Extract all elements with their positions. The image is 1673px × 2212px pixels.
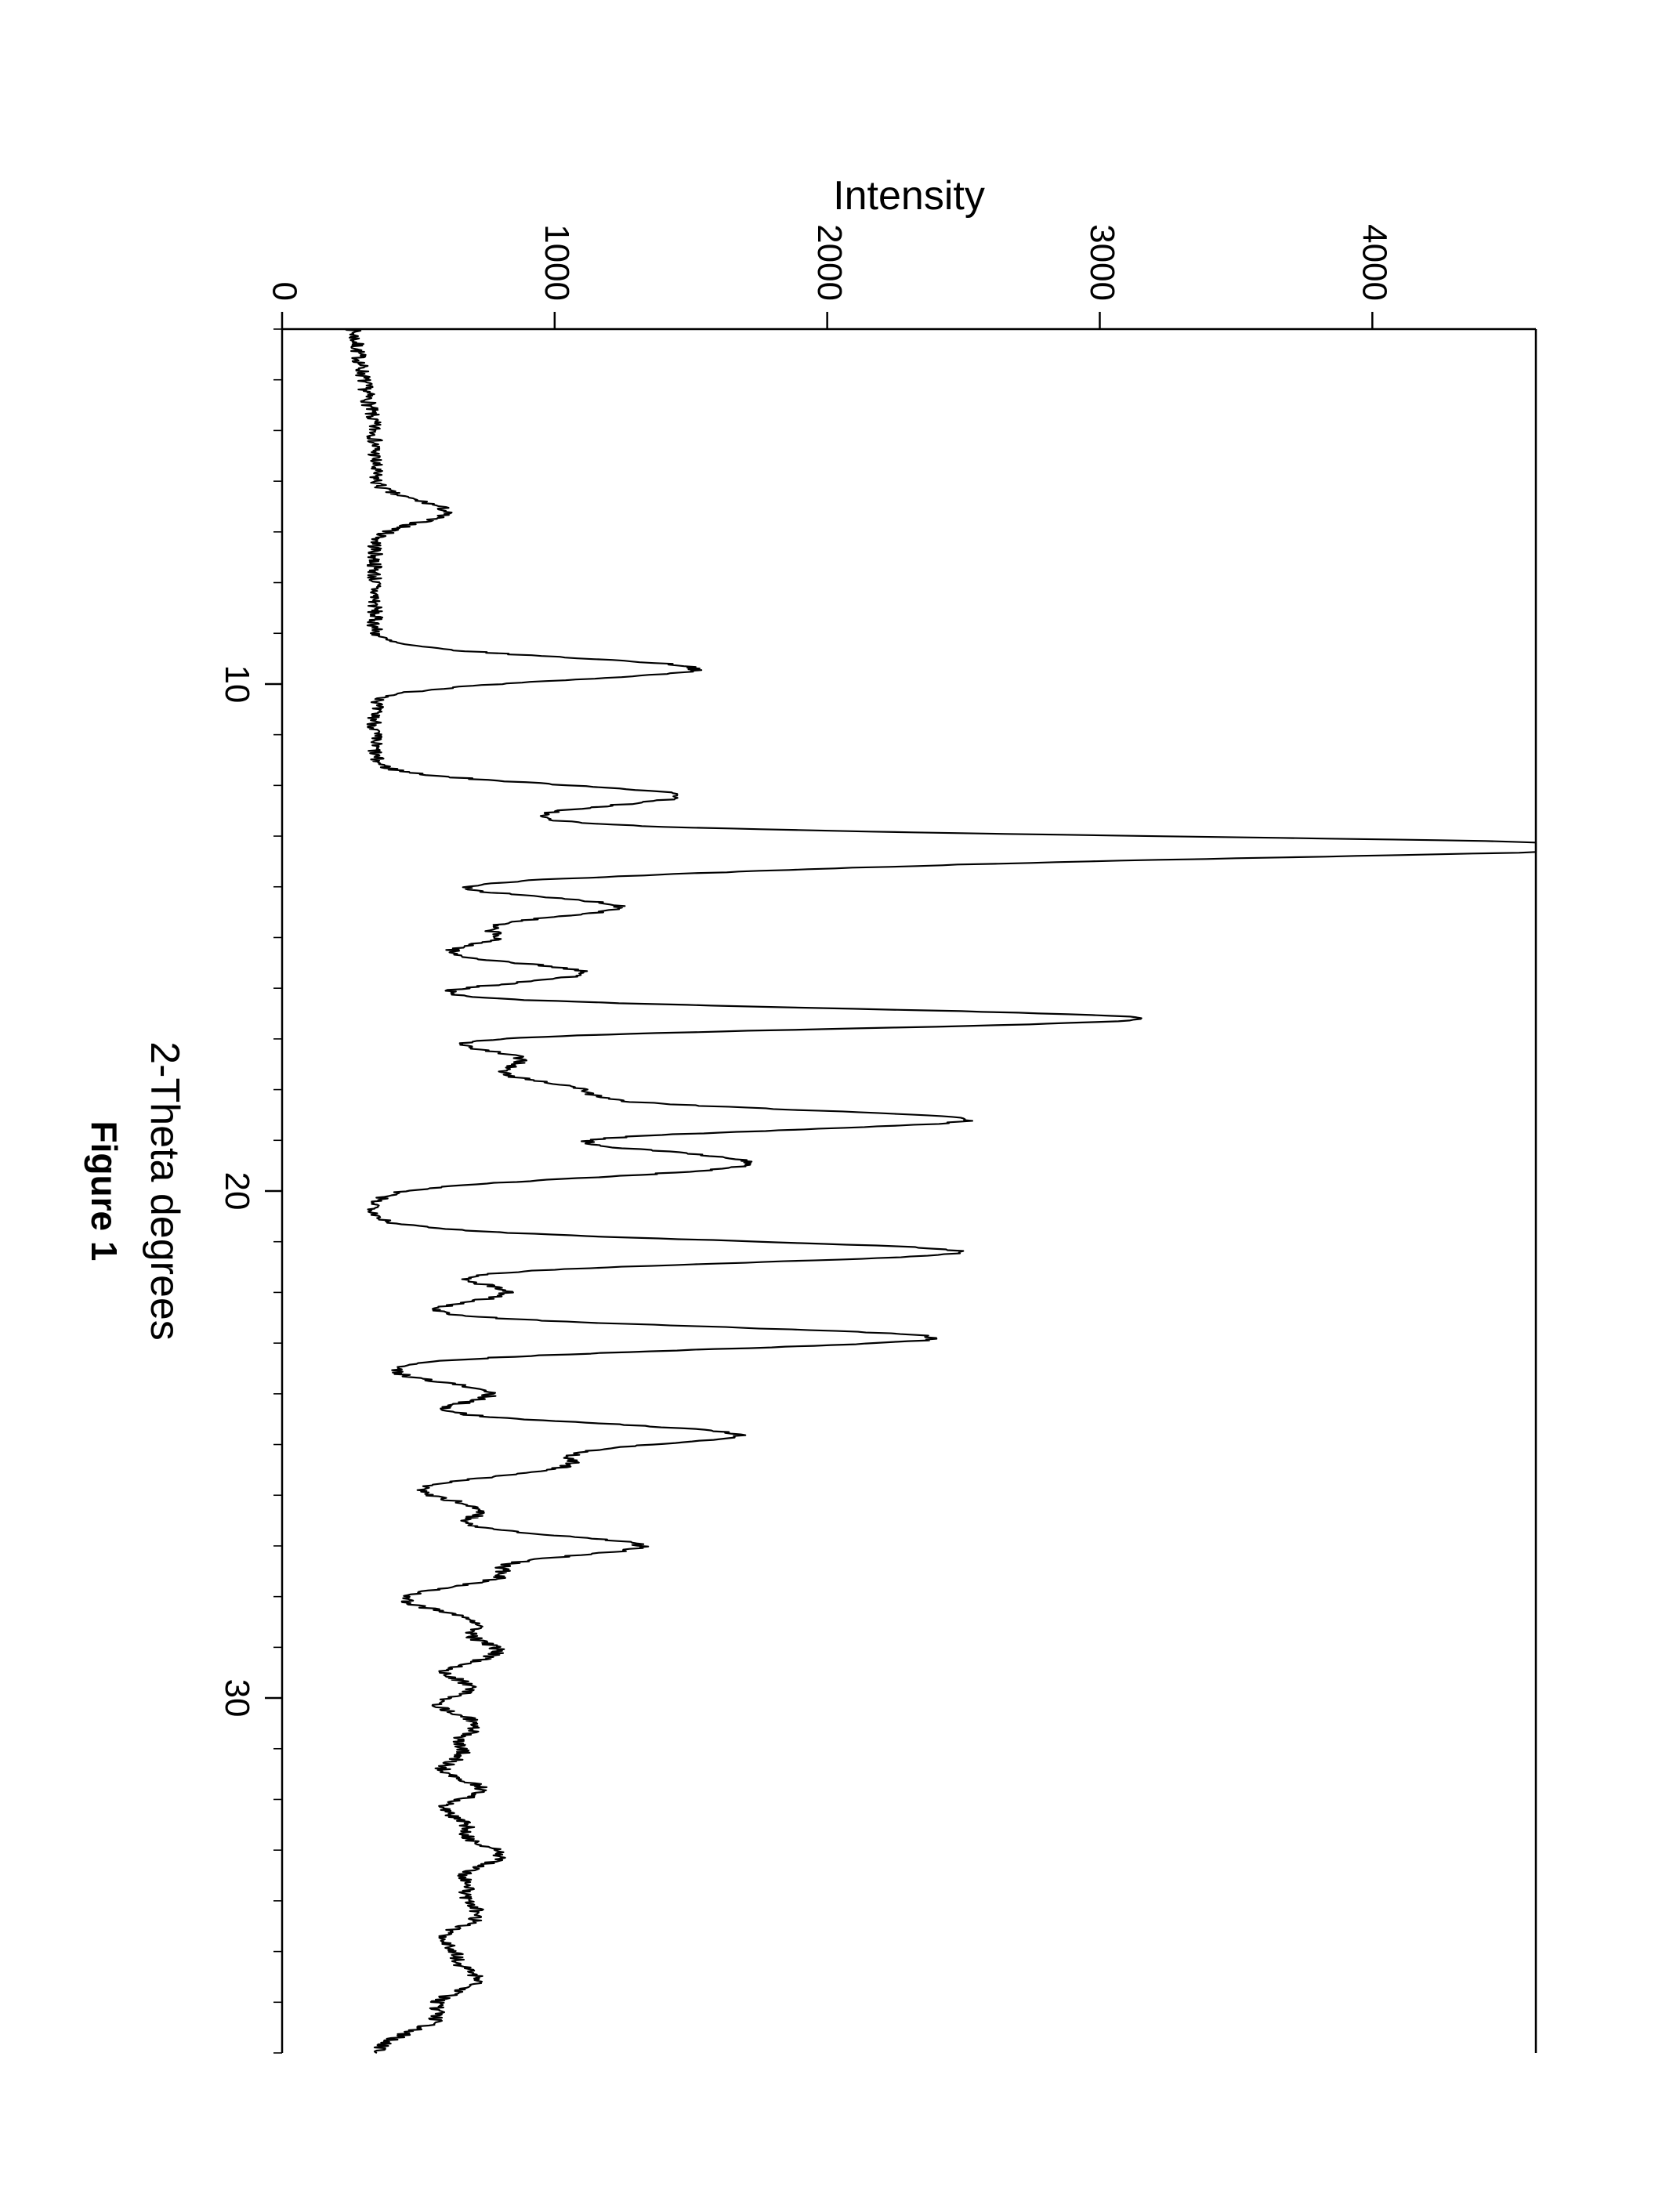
y-tick-label: 3000 xyxy=(1083,224,1121,301)
x-tick-label: 30 xyxy=(218,1679,256,1718)
y-tick-label: 0 xyxy=(265,282,303,301)
chart-container: 0 1000 2000 3000 4000 10 20 30 Intensity 2-Thet… xyxy=(78,125,1567,2084)
y-tick-label: 1000 xyxy=(538,224,576,301)
x-axis-label: 2-Theta degrees xyxy=(141,1041,188,1341)
y-tick-label: 2000 xyxy=(810,224,849,301)
y-tick-label: 4000 xyxy=(1356,224,1394,301)
xrd-line-chart: 0 1000 2000 3000 4000 10 20 30 xyxy=(78,125,1567,2084)
rotated-chart-frame: 0 1000 2000 3000 4000 10 20 30 Intensity 2-Thet… xyxy=(78,125,1567,2084)
figure-caption: Figure 1 xyxy=(83,1121,125,1262)
x-tick-label: 10 xyxy=(218,664,256,703)
y-axis-label: Intensity xyxy=(833,172,985,219)
page: 0 1000 2000 3000 4000 10 20 30 Intensity 2-Thet… xyxy=(0,0,1673,2212)
x-tick-label: 20 xyxy=(218,1172,256,1211)
